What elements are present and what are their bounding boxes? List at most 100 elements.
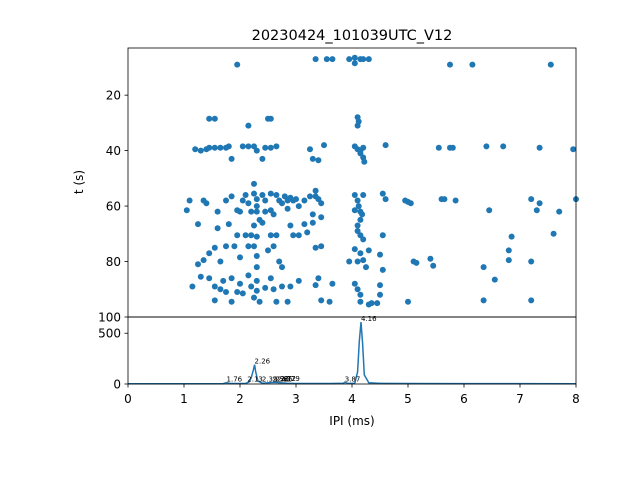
- scatter-point: [354, 222, 361, 229]
- scatter-point: [500, 143, 507, 150]
- scatter-point: [318, 297, 325, 304]
- scatter-point: [251, 190, 257, 197]
- scatter-point: [430, 262, 437, 269]
- scatter-point: [228, 155, 235, 162]
- scatter-point: [217, 286, 224, 293]
- scatter-point: [273, 192, 280, 198]
- scatter-point: [197, 147, 204, 154]
- scatter-point: [195, 261, 201, 268]
- scatter-point: [351, 54, 358, 61]
- scatter-point: [262, 208, 269, 215]
- scatter-point: [211, 144, 218, 151]
- scatter-point: [245, 122, 252, 129]
- scatter-point: [262, 284, 269, 291]
- scatter-point: [318, 214, 325, 221]
- peak-label: 2.66: [277, 376, 293, 384]
- scatter-point: [248, 232, 255, 239]
- scatter-point: [354, 197, 361, 204]
- scatter-point: [365, 56, 372, 63]
- scatter-point: [259, 155, 266, 162]
- scatter-point: [312, 244, 319, 251]
- scatter-point: [377, 291, 383, 298]
- scatter-point: [253, 253, 260, 259]
- histogram-x-axis: 0 1 2 3 4 5 6 7 8: [124, 384, 580, 406]
- scatter-point: [351, 246, 358, 253]
- scatter-point: [329, 56, 336, 63]
- x-tick-label: 4: [348, 392, 356, 406]
- histogram-plot-area: [128, 322, 577, 385]
- scatter-point: [407, 200, 414, 207]
- scatter-point: [284, 205, 291, 212]
- scatter-point: [231, 243, 238, 250]
- x-tick-label: 8: [572, 392, 580, 406]
- peak-label: 2.63: [275, 376, 291, 384]
- scatter-point: [253, 233, 260, 240]
- scatter-point: [312, 282, 319, 289]
- scatter-point: [214, 225, 221, 232]
- scatter-point: [267, 144, 274, 151]
- scatter-point: [354, 258, 361, 265]
- scatter-point: [323, 56, 330, 63]
- x-tick-label: 7: [516, 392, 524, 406]
- peak-label: 1.76: [227, 376, 243, 384]
- scatter-point: [228, 193, 235, 200]
- scatter-point: [550, 230, 557, 237]
- scatter-point: [536, 200, 543, 207]
- scatter-point: [315, 157, 322, 164]
- scatter-point: [225, 143, 232, 150]
- scatter-point: [301, 221, 308, 228]
- scatter-point: [239, 290, 246, 297]
- scatter-point: [360, 192, 367, 198]
- scatter-point: [270, 286, 277, 293]
- peak-label: 2.79: [284, 375, 300, 383]
- scatter-point: [234, 61, 241, 68]
- peak-label: 4.16: [361, 315, 377, 323]
- scatter-point: [223, 289, 229, 295]
- scatter-point: [351, 192, 358, 198]
- scatter-point: [318, 200, 325, 207]
- scatter-point: [237, 280, 243, 287]
- scatter-point: [329, 280, 336, 287]
- scatter-point: [528, 258, 535, 265]
- scatter-point: [192, 146, 199, 153]
- scatter-point: [197, 273, 204, 280]
- x-tick-label: 0: [124, 392, 132, 406]
- scatter-point: [273, 232, 280, 239]
- scatter-point: [312, 187, 319, 194]
- scatter-point: [251, 222, 257, 229]
- scatter-point: [228, 275, 235, 282]
- scatter-point: [245, 243, 252, 250]
- scatter-point: [346, 56, 353, 63]
- scatter-point: [265, 247, 271, 254]
- scatter-point: [427, 255, 434, 262]
- scatter-point: [267, 115, 274, 122]
- scatter-point: [508, 233, 515, 240]
- scatter-point: [360, 144, 367, 151]
- scatter-point: [253, 277, 260, 284]
- scatter-point: [248, 208, 255, 215]
- peak-label: 2.13: [247, 376, 263, 384]
- scatter-point: [256, 298, 263, 305]
- scatter-point: [304, 229, 311, 236]
- peak-label: 2.26: [255, 358, 271, 366]
- scatter-point: [206, 115, 213, 122]
- scatter-point: [379, 266, 386, 273]
- scatter-point: [491, 276, 498, 283]
- scatter-point: [228, 298, 235, 305]
- scatter-point: [253, 208, 260, 215]
- scatter-point: [483, 143, 490, 150]
- scatter-point: [239, 197, 246, 204]
- scatter-point: [206, 250, 213, 257]
- scatter-point: [307, 193, 313, 200]
- scatter-point: [267, 190, 274, 197]
- x-tick-label: 6: [460, 392, 468, 406]
- scatter-point: [295, 277, 302, 284]
- scatter-point: [301, 197, 308, 204]
- scatter-point: [245, 143, 252, 150]
- x-tick-label: 3: [292, 392, 300, 406]
- scatter-point: [480, 264, 487, 271]
- scatter-point: [480, 297, 487, 304]
- scatter-point: [528, 297, 535, 304]
- scatter-point: [377, 282, 383, 289]
